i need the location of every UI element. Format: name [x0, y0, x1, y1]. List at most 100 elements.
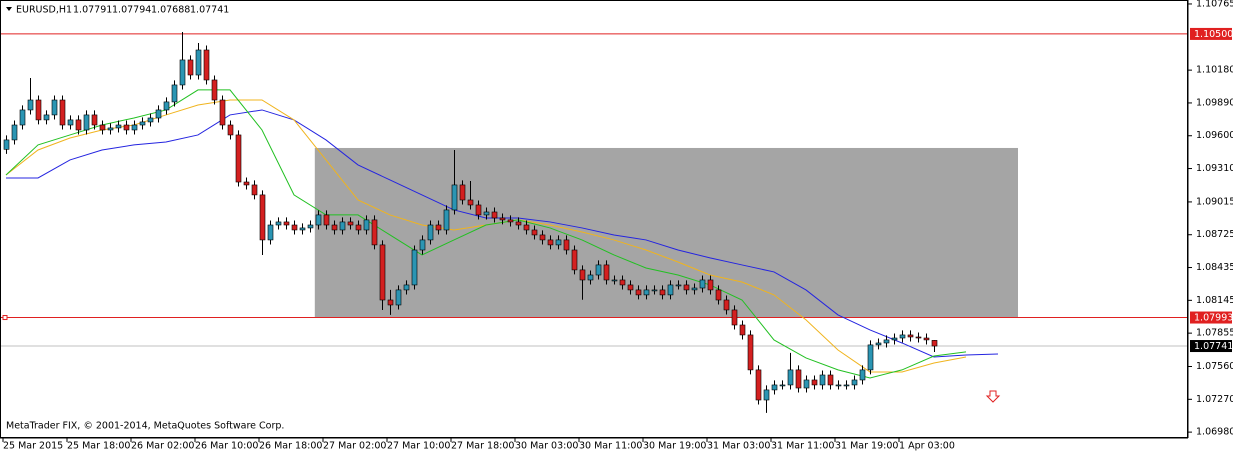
candle-body: [315, 214, 322, 226]
candle-body: [883, 339, 890, 344]
candle-body: [539, 234, 546, 241]
candle-body: [355, 224, 362, 231]
x-tick-label: 30 Mar 03:00: [515, 441, 578, 452]
candle-body: [611, 279, 618, 282]
candle-body: [675, 284, 682, 287]
candle-body: [483, 211, 490, 216]
candle-body: [379, 244, 386, 301]
candle-body: [771, 384, 778, 391]
candle-body: [267, 224, 274, 241]
candle-body: [155, 109, 162, 119]
y-tick-label: 1.08145: [1196, 295, 1233, 306]
candle-body: [51, 99, 58, 116]
candle-body: [571, 249, 578, 271]
x-tick-label: 26 Mar 18:00: [259, 441, 322, 452]
candle-body: [707, 279, 714, 291]
candle-body: [107, 127, 114, 131]
candle-body: [419, 239, 426, 251]
menu-triangle: [6, 7, 12, 11]
candle-body: [347, 221, 354, 226]
candle-body: [523, 224, 530, 231]
candle-body: [763, 389, 770, 401]
candle-body: [243, 181, 250, 186]
candle-body: [835, 384, 842, 387]
x-tick-label: 1 Apr 03:00: [899, 441, 955, 452]
candle-body: [739, 324, 746, 336]
candle-body: [579, 269, 586, 281]
candle-body: [75, 119, 82, 131]
candle-body: [755, 369, 762, 401]
candle-body: [11, 124, 18, 141]
candle-body: [275, 221, 282, 226]
candle-body: [123, 124, 130, 131]
candle-body: [83, 114, 90, 131]
candle-body: [323, 214, 330, 226]
header-high: 1.07794: [112, 5, 151, 16]
candle-body: [923, 337, 930, 341]
candle-body: [731, 309, 738, 326]
x-tick-label: 27 Mar 02:00: [323, 441, 386, 452]
candle-body: [891, 337, 898, 341]
candle-body: [515, 221, 522, 226]
candle-body: [651, 289, 658, 292]
line-handle: [2, 315, 8, 321]
candle-body: [99, 124, 106, 131]
y-tick-label: 1.07560: [1196, 361, 1233, 372]
candle-body: [531, 229, 538, 236]
candle-body: [547, 239, 554, 246]
candle-body: [395, 289, 402, 306]
x-tick-label: 31 Mar 11:00: [771, 441, 834, 452]
candle-body: [867, 344, 874, 371]
y-tick-label: 1.09890: [1196, 97, 1233, 108]
x-tick-label: 25 Mar 18:00: [67, 441, 130, 452]
candle-body: [3, 139, 10, 150]
x-tick-label: 27 Mar 10:00: [387, 441, 450, 452]
candle-body: [635, 289, 642, 296]
sell-arrow[interactable]: [985, 390, 1001, 403]
candle-body: [403, 284, 410, 291]
header-close: 1.07741: [190, 5, 229, 16]
candle-body: [219, 99, 226, 126]
candle-body: [491, 211, 498, 219]
candle-body: [203, 49, 210, 81]
candle-body: [115, 124, 122, 129]
candle-body: [235, 134, 242, 183]
candle-body: [827, 374, 834, 386]
candle-body: [659, 289, 666, 296]
x-tick-label: 30 Mar 19:00: [643, 441, 706, 452]
candle-body: [795, 369, 802, 389]
candle-body: [147, 117, 154, 123]
price-label: 1.07741: [1194, 341, 1233, 352]
y-tick-label: 1.10180: [1196, 65, 1233, 76]
candle-body: [467, 199, 474, 206]
candle-body: [307, 224, 314, 229]
candle-body: [171, 84, 178, 103]
y-tick-label: 1.08725: [1196, 229, 1233, 240]
y-tick-label: 1.09015: [1196, 196, 1233, 207]
candle-body: [475, 204, 482, 216]
candle-body: [603, 264, 610, 281]
candle-body: [187, 59, 194, 76]
candle-body: [435, 224, 442, 231]
candle-body: [819, 374, 826, 386]
zone-rectangle: [314, 147, 1018, 318]
candle-body: [443, 209, 450, 231]
candle-body: [683, 284, 690, 291]
symbol-title: EURUSD,H1: [16, 5, 72, 16]
x-tick-label: 25 Mar 2015: [3, 441, 63, 452]
y-tick-label: 1.07855: [1196, 328, 1233, 339]
candle-body: [195, 49, 202, 76]
candle-body: [363, 219, 370, 231]
y-tick-label: 1.07270: [1196, 394, 1233, 405]
candle-body: [619, 279, 626, 286]
y-tick-label: 1.10765: [1196, 0, 1233, 9]
y-tick-label: 1.08435: [1196, 262, 1233, 273]
candle-body: [259, 194, 266, 241]
x-tick-label: 31 Mar 19:00: [835, 441, 898, 452]
candle-body: [747, 334, 754, 371]
candle-body: [875, 342, 882, 346]
candle-body: [643, 289, 650, 296]
price-label-box: [1190, 311, 1232, 324]
y-tick-label: 1.09310: [1196, 163, 1233, 174]
candle-body: [43, 114, 50, 121]
